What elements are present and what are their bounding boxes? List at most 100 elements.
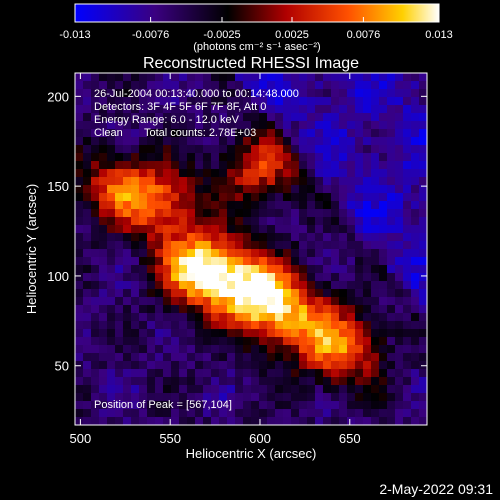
heatmap-cell <box>163 241 172 250</box>
heatmap-cell <box>243 121 252 130</box>
heatmap-cell <box>243 145 252 154</box>
heatmap-cell <box>355 377 364 386</box>
heatmap-cell <box>403 321 412 330</box>
heatmap-cell <box>299 73 308 82</box>
heatmap-cell <box>211 217 220 226</box>
heatmap-cell <box>227 289 236 298</box>
heatmap-cell <box>259 265 268 274</box>
heatmap-cell <box>115 273 124 282</box>
heatmap-cell <box>211 401 220 410</box>
heatmap-cell <box>291 385 300 394</box>
heatmap-cell <box>307 193 316 202</box>
heatmap-cell <box>283 153 292 162</box>
heatmap-cell <box>339 393 348 402</box>
heatmap-cell <box>331 345 340 354</box>
heatmap-cell <box>291 137 300 146</box>
heatmap-cell <box>123 81 132 90</box>
heatmap-cell <box>251 345 260 354</box>
heatmap-cell <box>235 281 244 290</box>
heatmap-cell <box>371 121 380 130</box>
heatmap-cell <box>299 297 308 306</box>
heatmap-cell <box>331 353 340 362</box>
heatmap-cell <box>251 321 260 330</box>
heatmap-cell <box>187 153 196 162</box>
heatmap-cell <box>283 241 292 250</box>
heatmap-cell <box>235 353 244 362</box>
heatmap-cell <box>139 289 148 298</box>
heatmap-cell <box>267 401 276 410</box>
heatmap-cell <box>371 169 380 178</box>
heatmap-cell <box>419 393 427 402</box>
heatmap-cell <box>411 393 420 402</box>
heatmap-cell <box>323 257 332 266</box>
heatmap-cell <box>195 249 204 258</box>
heatmap-cell <box>131 145 140 154</box>
heatmap-cell <box>147 241 156 250</box>
heatmap-cell <box>267 81 276 90</box>
heatmap-cell <box>107 353 116 362</box>
heatmap-cell <box>163 105 172 114</box>
heatmap-cell <box>395 81 404 90</box>
heatmap-cell <box>347 361 356 370</box>
heatmap-cell <box>363 153 372 162</box>
heatmap-cell <box>123 217 132 226</box>
heatmap-cell <box>283 401 292 410</box>
heatmap-cell <box>323 153 332 162</box>
heatmap-cell <box>203 73 212 82</box>
heatmap-cell <box>379 369 388 378</box>
heatmap-cell <box>203 137 212 146</box>
heatmap-cell <box>203 225 212 234</box>
heatmap-cell <box>219 145 228 154</box>
heatmap-cell <box>195 313 204 322</box>
heatmap-cell <box>107 137 116 146</box>
heatmap-cell <box>107 105 116 114</box>
heatmap-cell <box>147 113 156 122</box>
heatmap-cell <box>267 113 276 122</box>
heatmap-cell <box>403 209 412 218</box>
heatmap-cell <box>163 177 172 186</box>
heatmap-cell <box>203 121 212 130</box>
heatmap-cell <box>243 409 252 418</box>
heatmap-cell <box>75 377 84 386</box>
heatmap-cell <box>147 377 156 386</box>
heatmap-cell <box>299 209 308 218</box>
heatmap-cell <box>355 233 364 242</box>
heatmap-cell <box>419 129 427 138</box>
heatmap-cell <box>91 193 100 202</box>
heatmap-cell <box>171 369 180 378</box>
heatmap-cell <box>235 225 244 234</box>
heatmap-cell <box>219 177 228 186</box>
heatmap-cell <box>75 81 84 90</box>
heatmap-cell <box>387 329 396 338</box>
heatmap-cell <box>163 169 172 178</box>
heatmap-cell <box>163 193 172 202</box>
heatmap-cell <box>251 137 260 146</box>
heatmap-cell <box>283 369 292 378</box>
heatmap-cell <box>267 369 276 378</box>
heatmap-cell <box>315 289 324 298</box>
heatmap-cell <box>83 249 92 258</box>
heatmap-cell <box>203 113 212 122</box>
heatmap-cell <box>323 169 332 178</box>
heatmap-cell <box>315 401 324 410</box>
heatmap-cell <box>203 89 212 98</box>
heatmap-cell <box>347 153 356 162</box>
y-tick-label: 50 <box>55 359 69 374</box>
heatmap-cell <box>131 137 140 146</box>
heatmap-cell <box>123 369 132 378</box>
heatmap-cell <box>315 361 324 370</box>
heatmap-cell <box>91 393 100 402</box>
heatmap-cell <box>379 193 388 202</box>
heatmap-cell <box>419 313 427 322</box>
heatmap-cell <box>371 273 380 282</box>
heatmap-cell <box>171 161 180 170</box>
heatmap-cell <box>75 201 84 210</box>
heatmap-cell <box>275 265 284 274</box>
heatmap-cell <box>83 129 92 138</box>
heatmap-cell <box>219 297 228 306</box>
heatmap-cell <box>275 353 284 362</box>
heatmap-cell <box>331 361 340 370</box>
heatmap-cell <box>267 257 276 266</box>
heatmap-cell <box>395 265 404 274</box>
heatmap-cell <box>139 225 148 234</box>
